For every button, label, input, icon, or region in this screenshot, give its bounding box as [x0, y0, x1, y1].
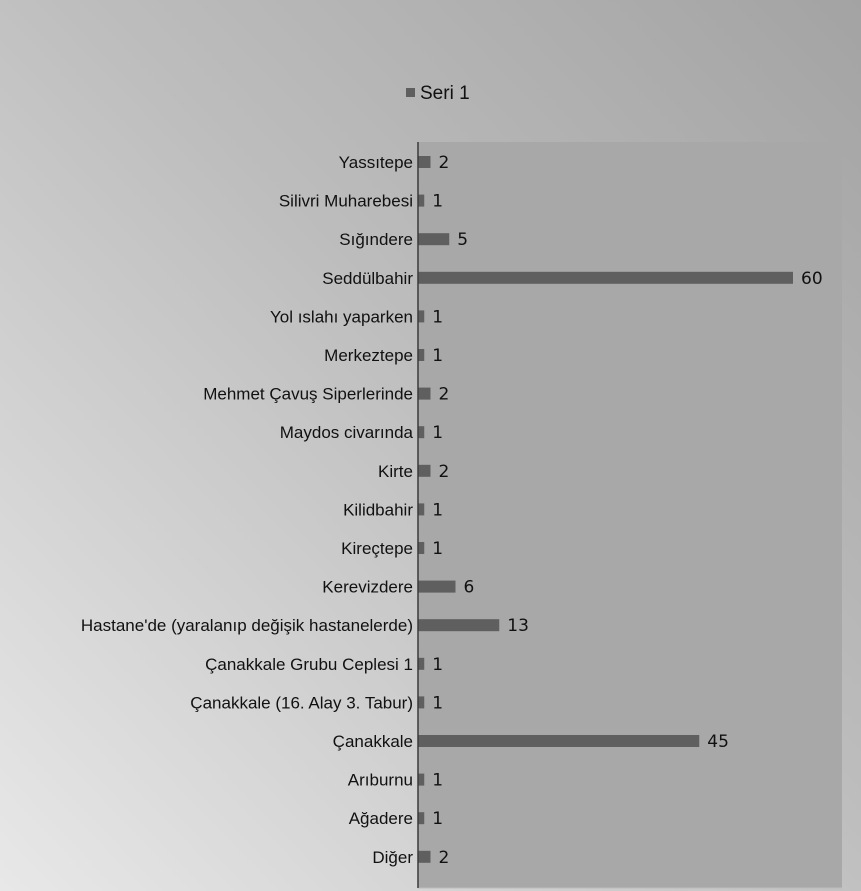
- legend-label: Seri 1: [420, 83, 470, 104]
- category-labels: Yassıtepe Silivri Muharebesi Sığındere Sedd…: [81, 153, 414, 867]
- value-label: 2: [439, 848, 450, 868]
- bar: [418, 696, 425, 709]
- value-label: 60: [801, 269, 823, 289]
- category-label: Ağadere: [349, 809, 413, 828]
- category-label: Kerevizdere: [322, 578, 413, 597]
- category-label: Çanakkale: [333, 732, 413, 751]
- legend-swatch: [406, 88, 415, 97]
- value-label: 1: [432, 423, 443, 443]
- value-label: 5: [457, 230, 468, 250]
- value-label: 6: [464, 578, 475, 598]
- bar: [418, 850, 431, 863]
- category-label: Kilidbahir: [343, 500, 413, 519]
- value-label: 2: [439, 462, 450, 482]
- category-label: Diğer: [372, 848, 413, 867]
- bar: [418, 580, 456, 593]
- bar: [418, 194, 425, 207]
- category-label: Maydos civarında: [280, 423, 414, 442]
- value-label: 2: [439, 153, 450, 173]
- legend: Seri 1: [406, 83, 470, 104]
- bar: [418, 619, 500, 632]
- value-label: 1: [432, 809, 443, 829]
- category-label: Sığındere: [339, 230, 413, 249]
- value-label: 1: [432, 307, 443, 327]
- bar: [418, 735, 700, 747]
- category-label: Seddülbahir: [322, 269, 413, 288]
- value-label: 1: [432, 500, 443, 520]
- bar: [418, 349, 425, 361]
- value-label: 13: [507, 616, 529, 636]
- category-label: Yol ıslahı yaparken: [270, 307, 413, 326]
- value-label: 2: [439, 385, 450, 405]
- bars-group: [418, 156, 793, 863]
- bar: [418, 657, 425, 670]
- bar: [418, 426, 425, 439]
- plot-area: [418, 142, 842, 888]
- category-label: Çanakkale Grubu Ceplesi 1: [205, 655, 413, 674]
- value-label: 45: [707, 732, 729, 752]
- category-label: Çanakkale (16. Alay 3. Tabur): [190, 693, 413, 712]
- bar: [418, 233, 450, 246]
- value-label: 1: [432, 771, 443, 791]
- bar: [418, 464, 431, 477]
- category-label: Silivri Muharebesi: [279, 192, 413, 211]
- category-label: Mehmet Çavuş Siperlerinde: [203, 385, 413, 404]
- bar: [418, 773, 425, 786]
- value-label: 1: [432, 539, 443, 559]
- value-label: 1: [432, 655, 443, 675]
- category-label: Arıburnu: [348, 771, 413, 790]
- bar: [418, 310, 425, 323]
- category-label: Kireçtepe: [341, 539, 413, 558]
- value-label: 1: [432, 192, 443, 212]
- bar: [418, 503, 425, 516]
- bar: [418, 812, 425, 825]
- category-label: Merkeztepe: [324, 346, 413, 365]
- category-label: Kirte: [378, 462, 413, 481]
- bar: [418, 542, 425, 554]
- category-label: Yassıtepe: [339, 153, 413, 172]
- bar: [418, 156, 431, 168]
- bar: [418, 271, 793, 284]
- category-label: Hastane'de (yaralanıp değişik hastaneler…: [81, 616, 413, 635]
- bar: [418, 387, 431, 400]
- value-label: 1: [432, 346, 443, 366]
- value-label: 1: [432, 693, 443, 713]
